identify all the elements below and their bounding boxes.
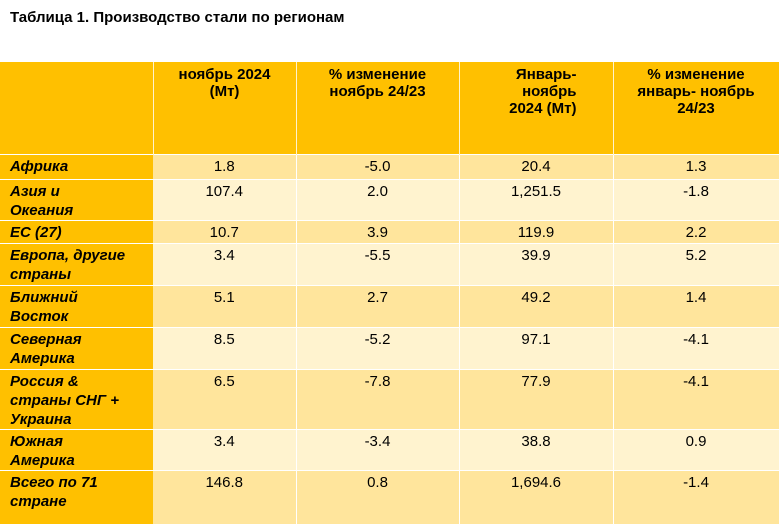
header-line: январь- ноябрь xyxy=(637,83,755,100)
region-cell: Европа, другие страны xyxy=(0,242,153,285)
region-line: Ближний xyxy=(10,288,78,306)
value-cell: 10.7 xyxy=(153,219,297,243)
value-cell: -4.1 xyxy=(613,368,779,429)
region-cell: Южная Америка xyxy=(0,428,153,470)
value-cell: -3.4 xyxy=(296,428,460,470)
value-cell: 6.5 xyxy=(153,368,297,429)
region-line: стране xyxy=(10,492,67,510)
value-cell: 5.2 xyxy=(613,242,779,285)
value-cell: 77.9 xyxy=(459,368,614,429)
region-line: ЕС (27) xyxy=(10,223,62,241)
value-cell: -5.2 xyxy=(296,326,460,369)
value-cell: 97.1 xyxy=(459,326,614,369)
value-cell: -7.8 xyxy=(296,368,460,429)
value-cell: 119.9 xyxy=(459,219,614,243)
value-cell: -5.0 xyxy=(296,153,460,179)
region-line: Россия & xyxy=(10,372,79,390)
value-cell: -5.5 xyxy=(296,242,460,285)
region-line: Америка xyxy=(10,349,75,367)
region-cell: Всего по 71 стране xyxy=(0,469,153,524)
region-line: Африка xyxy=(10,157,69,175)
value-cell: 2.0 xyxy=(296,178,460,220)
value-cell: 49.2 xyxy=(459,284,614,327)
region-line: Европа, другие xyxy=(10,246,126,264)
region-line: Всего по 71 xyxy=(10,473,98,491)
region-cell: Африка xyxy=(0,153,153,179)
table-caption: Таблица 1. Производство стали по региона… xyxy=(10,9,345,26)
value-cell: 38.8 xyxy=(459,428,614,470)
table-row: Россия & страны СНГ + Украина 6.5 -7.8 7… xyxy=(0,368,779,429)
value-cell: 2.7 xyxy=(296,284,460,327)
region-line: Восток xyxy=(10,307,69,325)
region-line: страны СНГ + xyxy=(10,391,120,409)
table-row: Европа, другие страны 3.4 -5.5 39.9 5.2 xyxy=(0,242,779,285)
region-line: Океания xyxy=(10,201,74,219)
table-row: Африка 1.8 -5.0 20.4 1.3 xyxy=(0,153,779,179)
value-cell: 0.8 xyxy=(296,469,460,524)
header-row: ноябрь 2024 (Мт) % изменение ноябрь 24/2… xyxy=(0,62,779,154)
header-line: 24/23 xyxy=(677,100,715,117)
value-cell: 3.9 xyxy=(296,219,460,243)
region-line: Америка xyxy=(10,451,75,469)
value-cell: -1.4 xyxy=(613,469,779,524)
region-cell: Северная Америка xyxy=(0,326,153,369)
header-line: % изменение xyxy=(328,66,427,83)
region-line: Украина xyxy=(10,410,72,428)
steel-production-table: ноябрь 2024 (Мт) % изменение ноябрь 24/2… xyxy=(0,62,779,524)
header-change-jan-nov: % изменение январь- ноябрь 24/23 xyxy=(613,62,779,154)
value-cell: -1.8 xyxy=(613,178,779,220)
table-row: Всего по 71 стране 146.8 0.8 1,694.6 -1.… xyxy=(0,469,779,524)
region-line: Южная xyxy=(10,432,63,450)
header-region xyxy=(0,62,154,154)
header-line: % изменение xyxy=(647,66,745,83)
value-cell: 39.9 xyxy=(459,242,614,285)
value-cell: 1.8 xyxy=(153,153,297,179)
region-line: страны xyxy=(10,265,72,283)
header-line: (Мт) xyxy=(209,83,240,100)
value-cell: 3.4 xyxy=(153,428,297,470)
header-line: Январь- xyxy=(515,66,577,83)
value-cell: 20.4 xyxy=(459,153,614,179)
value-cell: 107.4 xyxy=(153,178,297,220)
value-cell: 3.4 xyxy=(153,242,297,285)
value-cell: 2.2 xyxy=(613,219,779,243)
value-cell: 1,694.6 xyxy=(459,469,614,524)
value-cell: 146.8 xyxy=(153,469,297,524)
table-row: Южная Америка 3.4 -3.4 38.8 0.9 xyxy=(0,428,779,470)
header-change-nov: % изменение ноябрь 24/23 xyxy=(296,62,460,154)
value-cell: 8.5 xyxy=(153,326,297,369)
table-row: Ближний Восток 5.1 2.7 49.2 1.4 xyxy=(0,284,779,327)
header-line: 2024 (Мт) xyxy=(509,100,577,117)
region-line: Северная xyxy=(10,330,82,348)
header-jan-nov-2024: Январь- ноябрь 2024 (Мт) xyxy=(459,62,614,154)
value-cell: 1.3 xyxy=(613,153,779,179)
table-row: ЕС (27) 10.7 3.9 119.9 2.2 xyxy=(0,219,779,243)
value-cell: 5.1 xyxy=(153,284,297,327)
table-row: Северная Америка 8.5 -5.2 97.1 -4.1 xyxy=(0,326,779,369)
value-cell: 0.9 xyxy=(613,428,779,470)
region-cell: ЕС (27) xyxy=(0,219,153,243)
header-line: ноябрь 24/23 xyxy=(329,83,426,100)
region-line: Азия и xyxy=(10,182,60,200)
header-line: ноябрь xyxy=(522,83,577,100)
table-row: Азия и Океания 107.4 2.0 1,251.5 -1.8 xyxy=(0,178,779,220)
header-nov-2024: ноябрь 2024 (Мт) xyxy=(153,62,297,154)
value-cell: 1,251.5 xyxy=(459,178,614,220)
region-cell: Ближний Восток xyxy=(0,284,153,327)
region-cell: Азия и Океания xyxy=(0,178,153,220)
value-cell: -4.1 xyxy=(613,326,779,369)
value-cell: 1.4 xyxy=(613,284,779,327)
region-cell: Россия & страны СНГ + Украина xyxy=(0,368,153,429)
header-line: ноябрь 2024 xyxy=(178,66,271,83)
